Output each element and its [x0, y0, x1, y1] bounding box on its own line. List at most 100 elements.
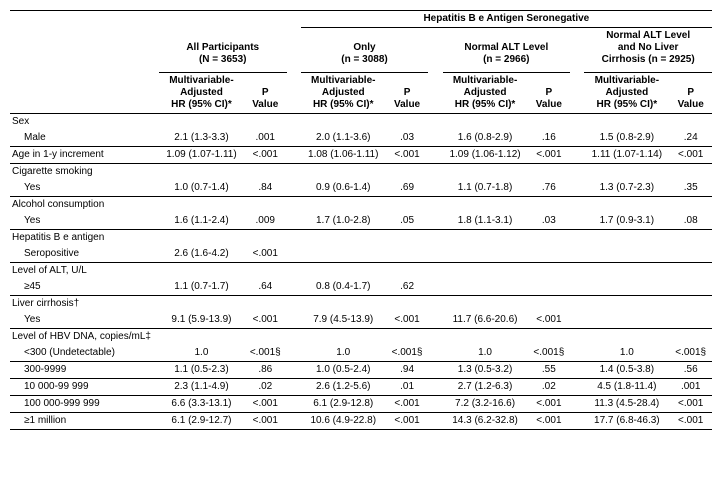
cell-hr: 1.0	[301, 345, 386, 362]
gap-cell	[287, 246, 301, 263]
cell-p: <.001	[528, 312, 571, 329]
group-all-n: (N = 3653)	[199, 54, 247, 65]
cell-hr: 10.6 (4.9-22.8)	[301, 413, 386, 430]
gap-cell	[428, 279, 442, 296]
gap-cell	[570, 362, 584, 379]
gap-cell	[570, 279, 584, 296]
cell-hr: 1.4 (0.5-3.8)	[584, 362, 669, 379]
gap-cell	[428, 379, 442, 396]
cell-hr: 2.3 (1.1-4.9)	[159, 379, 244, 396]
cell-p: .001	[669, 379, 712, 396]
cell-p: <.001	[244, 246, 287, 263]
cell-hr	[301, 164, 386, 181]
cell-p	[669, 246, 712, 263]
row-label: Liver cirrhosis†	[10, 296, 159, 313]
cell-hr	[443, 329, 528, 346]
gap-cell	[287, 114, 301, 131]
cell-p: .62	[386, 279, 429, 296]
gap-cell	[428, 413, 442, 430]
col-hr-3: Multivariable-AdjustedHR (95% CI)*	[443, 73, 528, 114]
group-only-n: (n = 3088)	[341, 54, 387, 65]
row-label: 300-9999	[10, 362, 159, 379]
gap-cell	[570, 147, 584, 164]
cell-hr	[159, 296, 244, 313]
cell-p: <.001	[669, 413, 712, 430]
gap-cell	[428, 246, 442, 263]
cell-hr: 1.1 (0.7-1.8)	[443, 180, 528, 197]
gap-cell	[287, 413, 301, 430]
group-normalalt-title: Normal ALT Level	[464, 42, 548, 53]
cell-hr	[159, 197, 244, 214]
table-row: 100 000-999 9996.6 (3.3-13.1)<.0016.1 (2…	[10, 396, 712, 413]
table-row: ≥451.1 (0.7-1.7).640.8 (0.4-1.7).62	[10, 279, 712, 296]
cell-p	[528, 197, 571, 214]
cell-hr: 1.3 (0.7-2.3)	[584, 180, 669, 197]
gap-cell	[287, 279, 301, 296]
cell-p: .56	[669, 362, 712, 379]
cell-p	[386, 263, 429, 280]
row-label: Cigarette smoking	[10, 164, 159, 181]
cell-p	[669, 329, 712, 346]
row-label: Hepatitis B e antigen	[10, 230, 159, 247]
cell-p: <.001	[669, 147, 712, 164]
gap-cell	[428, 263, 442, 280]
table-row: ≥1 million6.1 (2.9-12.7)<.00110.6 (4.9-2…	[10, 413, 712, 430]
gap-cell	[287, 362, 301, 379]
gap-cell	[287, 329, 301, 346]
cell-p	[244, 263, 287, 280]
gap-cell	[428, 329, 442, 346]
gap-cell	[570, 130, 584, 147]
gap-cell	[570, 180, 584, 197]
cell-p	[386, 197, 429, 214]
cell-hr: 7.2 (3.2-16.6)	[443, 396, 528, 413]
cell-hr	[584, 279, 669, 296]
cell-hr: 1.5 (0.8-2.9)	[584, 130, 669, 147]
cell-hr	[584, 164, 669, 181]
cell-p: <.001	[386, 396, 429, 413]
cell-p	[386, 296, 429, 313]
cell-p	[669, 164, 712, 181]
gap-cell	[570, 345, 584, 362]
cell-hr	[159, 164, 244, 181]
row-label: Sex	[10, 114, 159, 131]
cell-hr	[443, 114, 528, 131]
row-label: ≥1 million	[10, 413, 159, 430]
row-label: ≥45	[10, 279, 159, 296]
table-row: Cigarette smoking	[10, 164, 712, 181]
cell-hr	[301, 329, 386, 346]
cell-p	[244, 296, 287, 313]
cell-hr	[301, 246, 386, 263]
cell-p: <.001	[528, 396, 571, 413]
cell-p	[669, 114, 712, 131]
table-row: Yes9.1 (5.9-13.9)<.0017.9 (4.5-13.9)<.00…	[10, 312, 712, 329]
cell-p	[528, 263, 571, 280]
group-only-title: Only	[353, 42, 375, 53]
table-row: Male2.1 (1.3-3.3).0012.0 (1.1-3.6).031.6…	[10, 130, 712, 147]
cell-hr: 7.9 (4.5-13.9)	[301, 312, 386, 329]
cell-hr	[159, 329, 244, 346]
cell-hr: 2.0 (1.1-3.6)	[301, 130, 386, 147]
cell-p: <.001	[528, 147, 571, 164]
gap-cell	[428, 164, 442, 181]
cell-hr: 14.3 (6.2-32.8)	[443, 413, 528, 430]
table-row: Seropositive2.6 (1.6-4.2)<.001	[10, 246, 712, 263]
cell-p	[244, 329, 287, 346]
cell-hr: 1.1 (0.7-1.7)	[159, 279, 244, 296]
cell-p: <.001	[244, 312, 287, 329]
cell-p: .86	[244, 362, 287, 379]
cell-hr: 4.5 (1.8-11.4)	[584, 379, 669, 396]
gap-cell	[570, 379, 584, 396]
cell-p: <.001	[386, 413, 429, 430]
cell-p	[386, 246, 429, 263]
col-hr-1: Multivariable-AdjustedHR (95% CI)*	[159, 73, 244, 114]
gap-cell	[287, 296, 301, 313]
cell-hr: 1.1 (0.5-2.3)	[159, 362, 244, 379]
cell-hr	[443, 263, 528, 280]
cell-p: <.001	[244, 396, 287, 413]
cell-hr: 1.09 (1.07-1.11)	[159, 147, 244, 164]
cell-p	[386, 114, 429, 131]
cell-hr	[584, 263, 669, 280]
cell-hr: 2.6 (1.2-5.6)	[301, 379, 386, 396]
gap-cell	[287, 312, 301, 329]
cell-p	[528, 329, 571, 346]
